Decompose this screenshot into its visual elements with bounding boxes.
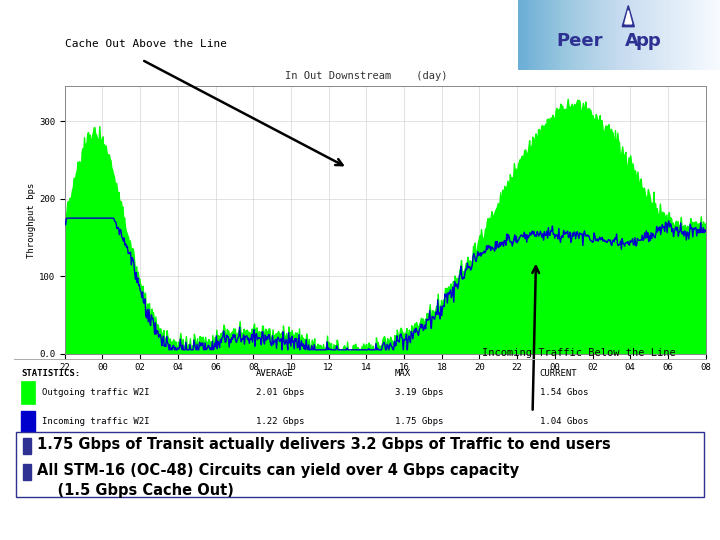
Bar — [23, 438, 31, 454]
Text: Peer: Peer — [557, 32, 603, 50]
Text: 12: 12 — [681, 509, 698, 523]
Text: Outgoing traffic W2I: Outgoing traffic W2I — [42, 388, 150, 397]
Text: (1.5 Gbps Cache Out): (1.5 Gbps Cache Out) — [37, 483, 234, 498]
Text: PeerApp Proprietary and Confidential: PeerApp Proprietary and Confidential — [243, 511, 477, 521]
Text: pp: pp — [635, 32, 661, 50]
Text: 3.19 Gbps: 3.19 Gbps — [395, 388, 443, 397]
Polygon shape — [622, 5, 634, 26]
Text: STATISTICS:: STATISTICS: — [22, 369, 81, 378]
Text: 1.50 Gbps: 1.50 Gbps — [395, 447, 443, 456]
Text: 517.07 Mbos: 517.07 Mbos — [540, 447, 599, 456]
Text: In Out Downstream    (day): In Out Downstream (day) — [284, 71, 447, 81]
Text: 1.22 Gbps: 1.22 Gbps — [256, 417, 305, 426]
Text: 2.01 Gbps: 2.01 Gbps — [256, 388, 305, 397]
Text: 1.75 Gbps: 1.75 Gbps — [395, 417, 443, 426]
Text: 812.32 Mbps: 812.32 Mbps — [256, 447, 315, 456]
Text: Cache Out Above the Line: Cache Out Above the Line — [65, 39, 227, 49]
Text: 1.54 Gbos: 1.54 Gbos — [540, 388, 588, 397]
Text: 1.04 Gbos: 1.04 Gbos — [540, 417, 588, 426]
Bar — [22, 381, 35, 404]
Text: CURRENT: CURRENT — [540, 369, 577, 378]
Bar — [22, 411, 35, 432]
FancyBboxPatch shape — [16, 432, 703, 497]
Text: AVERAGE: AVERAGE — [256, 369, 294, 378]
Text: 1.75 Gbps of Transit actually delivers 3.2 Gbps of Traffic to end users: 1.75 Gbps of Transit actually delivers 3… — [37, 437, 611, 452]
Text: Incoming Traffic Below the Line: Incoming Traffic Below the Line — [482, 348, 676, 359]
Text: All STM-16 (OC-48) Circuits can yield over 4 Gbps capacity: All STM-16 (OC-48) Circuits can yield ov… — [37, 463, 519, 478]
Bar — [23, 464, 31, 480]
Polygon shape — [625, 10, 631, 24]
Text: Total Cache-Out (out - in): Total Cache-Out (out - in) — [22, 447, 161, 456]
Text: Traffic Impact on Transit Circuits: Traffic Impact on Transit Circuits — [16, 26, 450, 51]
Text: MAX: MAX — [395, 369, 410, 378]
Text: A: A — [625, 32, 639, 50]
Text: Incoming traffic W2I: Incoming traffic W2I — [42, 417, 150, 426]
Y-axis label: Throughput bps: Throughput bps — [27, 183, 36, 258]
